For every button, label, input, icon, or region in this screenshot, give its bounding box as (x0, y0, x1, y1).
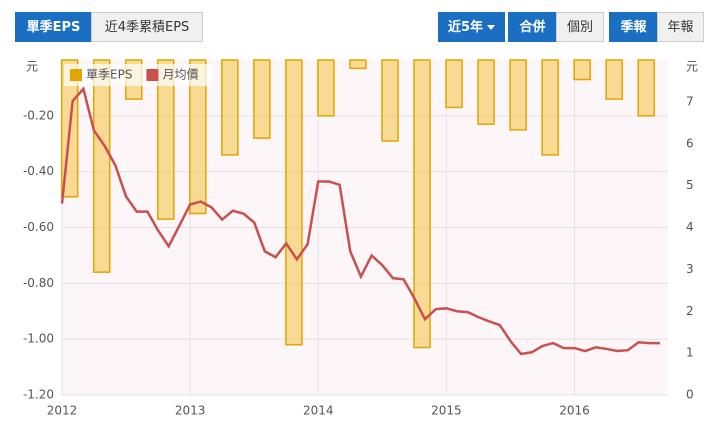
y-tick-label: -1.00 (23, 332, 54, 346)
dropdown-label: 近5年 (447, 20, 484, 35)
y2-tick-label: 3 (686, 262, 694, 276)
legend-swatch (146, 69, 159, 81)
bar (253, 59, 271, 139)
y-tick-label: -0.60 (23, 220, 54, 234)
toggle-button[interactable]: 合併 (508, 12, 557, 42)
x-tick-label: 2012 (47, 404, 78, 418)
bar (413, 59, 431, 349)
caret-icon (487, 25, 496, 30)
toggle-label: 季報 (620, 20, 647, 35)
bar (92, 59, 111, 273)
tab-label: 近4季累積EPS (104, 20, 190, 35)
toggle-label: 合併 (519, 20, 546, 35)
x-tick-label: 2013 (175, 404, 206, 418)
y2-tick-label: 7 (686, 94, 694, 108)
y2-tick-label: 5 (686, 178, 694, 192)
x-tick-label: 2016 (559, 404, 590, 418)
y2-tick-label: 1 (686, 346, 694, 360)
toggle-button[interactable]: 年報 (657, 12, 704, 42)
y2-tick-label: 6 (686, 136, 694, 150)
tab-button[interactable]: 單季EPS (15, 12, 92, 42)
y-tick-label: -1.20 (23, 388, 54, 402)
tab-label: 單季EPS (26, 20, 81, 35)
bar (285, 59, 303, 346)
toggle-button[interactable]: 季報 (609, 12, 658, 42)
x-tick-label: 2015 (431, 404, 462, 418)
bar (381, 59, 399, 142)
bar (477, 59, 495, 125)
bar (573, 59, 591, 81)
bar (637, 59, 655, 117)
legend-label: 月均價 (162, 68, 198, 82)
y-tick-label: -0.40 (23, 164, 54, 178)
bar (189, 59, 207, 215)
y2-unit-label: 元 (686, 60, 698, 74)
legend-swatch (70, 69, 82, 81)
bar (221, 59, 239, 156)
legend-label: 單季EPS (86, 68, 132, 82)
bar (157, 59, 175, 220)
toggle-label: 年報 (667, 20, 694, 35)
y-tick-label: -0.80 (23, 276, 54, 290)
bar (445, 59, 463, 109)
y-tick-label: -0.20 (23, 108, 54, 122)
range-dropdown[interactable]: 近5年 (438, 12, 505, 42)
legend-background (64, 64, 212, 86)
y2-tick-label: 2 (686, 304, 694, 318)
tab-button[interactable]: 近4季累積EPS (91, 12, 203, 42)
y2-tick-label: 0 (686, 388, 694, 402)
y-unit-label: 元 (26, 60, 38, 74)
bar (605, 59, 623, 100)
x-tick-label: 2014 (303, 404, 334, 418)
toggle-label: 個別 (566, 20, 593, 35)
toggle-button[interactable]: 個別 (556, 12, 604, 42)
bar (349, 59, 367, 70)
bar (317, 59, 335, 117)
bar (541, 59, 559, 156)
y2-tick-label: 4 (686, 220, 694, 234)
bar (509, 59, 527, 131)
price-line (60, 86, 660, 356)
